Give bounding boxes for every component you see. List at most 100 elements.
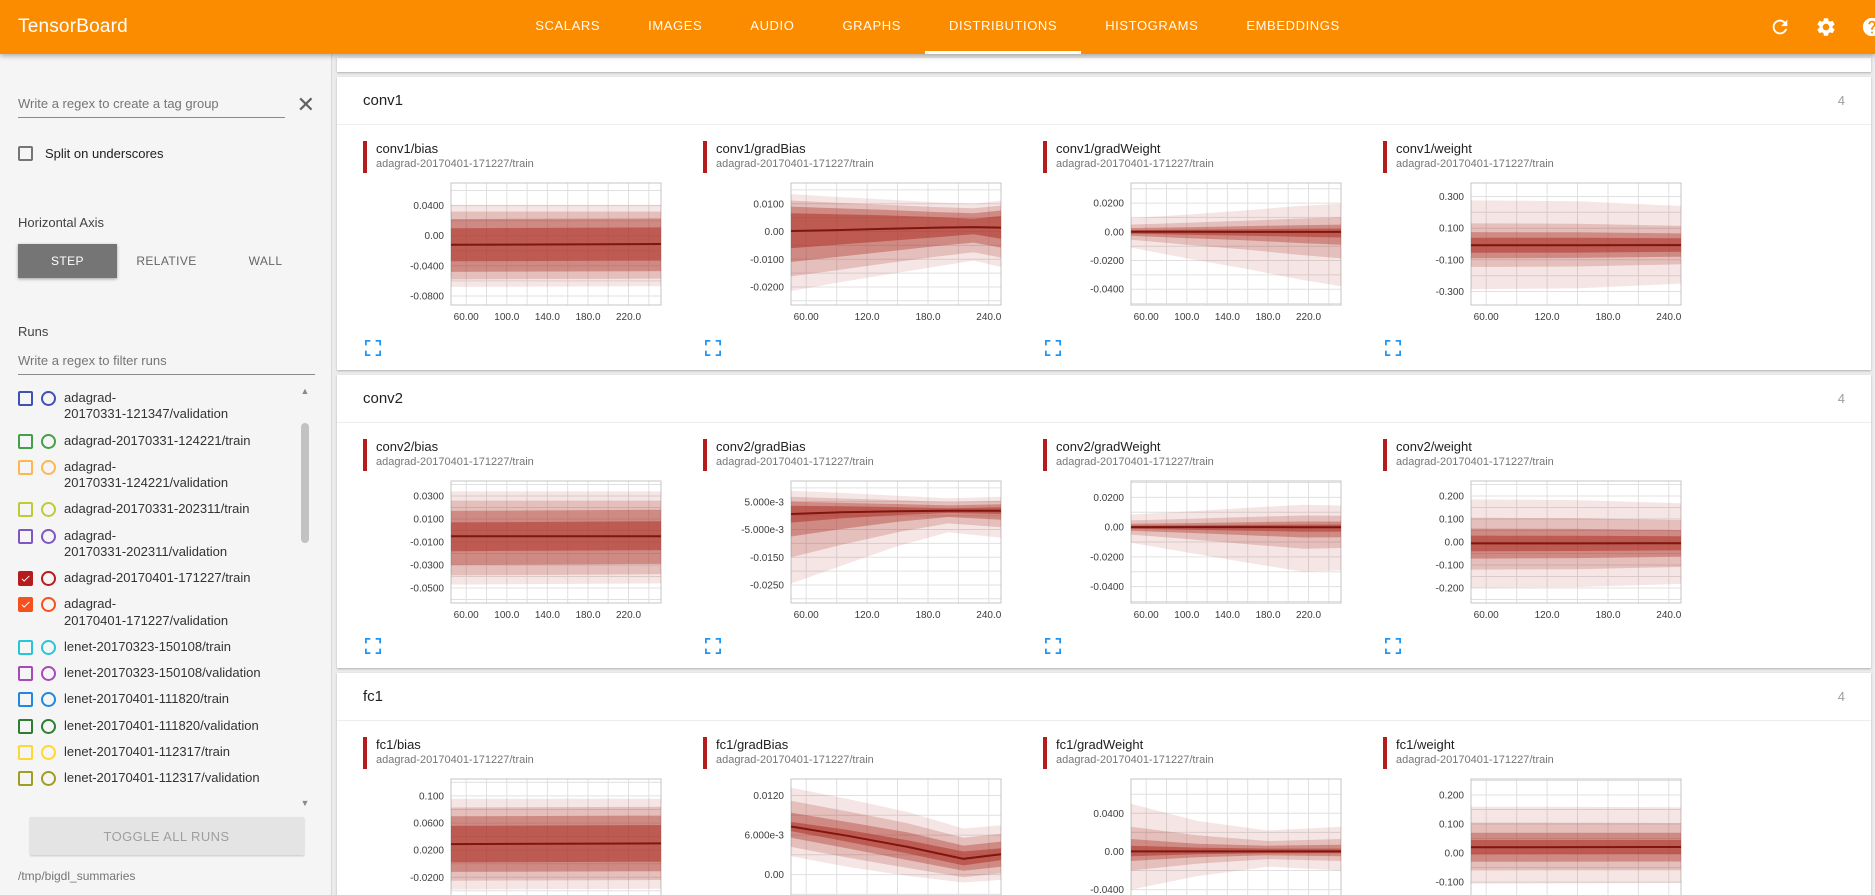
chart-title-block: conv2/weight adagrad-20170401-171227/trai… xyxy=(1383,439,1713,471)
run-radio[interactable] xyxy=(41,528,56,544)
run-checkbox[interactable] xyxy=(18,666,33,681)
run-radio[interactable] xyxy=(41,433,56,449)
chart-title-block: conv1/gradWeight adagrad-20170401-171227/… xyxy=(1043,141,1373,173)
svg-text:0.0400: 0.0400 xyxy=(1093,809,1124,820)
run-radio[interactable] xyxy=(41,597,56,613)
run-row[interactable]: adagrad-20170331-124221/train xyxy=(18,428,289,454)
run-radio[interactable] xyxy=(41,771,56,786)
chart-title-block: fc1/gradBias adagrad-20170401-171227/trai… xyxy=(703,737,1033,769)
run-radio[interactable] xyxy=(41,718,56,734)
distribution-plot[interactable]: 0.0100 0.00 -0.0100 -0.0200 60.00 120.0 180.0 2… xyxy=(703,177,1013,329)
distribution-plot[interactable]: 0.04000.00-0.040060.00100.0140.0180.0220… xyxy=(1043,773,1353,895)
svg-text:220.0: 220.0 xyxy=(1296,610,1321,621)
svg-text:60.00: 60.00 xyxy=(794,312,819,323)
svg-text:0.0400: 0.0400 xyxy=(413,201,444,212)
expand-icon[interactable] xyxy=(1045,638,1063,656)
expand-icon[interactable] xyxy=(1385,340,1403,358)
run-label: lenet-20170401-112317/train xyxy=(64,743,231,759)
svg-text:-0.100: -0.100 xyxy=(1436,561,1465,572)
section-header[interactable]: conv1 4 xyxy=(337,77,1871,125)
axis-mode-wall[interactable]: WALL xyxy=(216,244,315,278)
tab-embeddings[interactable]: EMBEDDINGS xyxy=(1246,18,1340,33)
run-checkbox[interactable] xyxy=(18,528,33,544)
run-checkbox[interactable] xyxy=(18,433,33,449)
run-checkbox[interactable] xyxy=(18,771,33,786)
tab-scalars[interactable]: SCALARS xyxy=(535,18,601,33)
settings-icon[interactable] xyxy=(1815,16,1837,38)
expand-icon[interactable] xyxy=(365,340,383,358)
tab-graphs[interactable]: GRAPHS xyxy=(842,18,901,33)
distribution-plot[interactable]: 5.000e-3 -5.000e-3 -0.0150 -0.0250 60.00 120.… xyxy=(703,475,1013,627)
tab-distributions[interactable]: DISTRIBUTIONS xyxy=(924,0,1082,54)
run-radio[interactable] xyxy=(41,744,56,760)
run-checkbox[interactable] xyxy=(18,597,33,613)
section-header[interactable]: conv2 4 xyxy=(337,375,1871,423)
expand-icon[interactable] xyxy=(1385,638,1403,656)
run-radio[interactable] xyxy=(41,571,56,586)
svg-text:220.0: 220.0 xyxy=(616,610,641,621)
run-checkbox[interactable] xyxy=(18,744,33,760)
run-checkbox[interactable] xyxy=(18,391,33,406)
refresh-icon[interactable] xyxy=(1769,16,1791,38)
run-checkbox[interactable] xyxy=(18,692,33,708)
run-checkbox[interactable] xyxy=(18,718,33,734)
tab-histograms[interactable]: HISTOGRAMS xyxy=(1105,18,1199,33)
scroll-down-icon[interactable]: ▼ xyxy=(300,798,310,808)
toggle-all-runs-button[interactable]: TOGGLE ALL RUNS xyxy=(29,817,304,855)
run-radio[interactable] xyxy=(41,692,56,708)
run-row[interactable]: lenet-20170401-111820/validation xyxy=(18,713,289,739)
expand-icon[interactable] xyxy=(705,340,723,358)
runs-filter-input[interactable] xyxy=(18,347,315,375)
distribution-plot[interactable]: 0.0200 0.00 -0.0200 -0.0400 60.00 100.0 140.0 1… xyxy=(1043,475,1353,627)
svg-text:-0.0800: -0.0800 xyxy=(410,292,444,303)
run-radio[interactable] xyxy=(41,459,56,475)
svg-text:140.0: 140.0 xyxy=(1215,312,1240,323)
run-radio[interactable] xyxy=(41,639,56,655)
run-checkbox[interactable] xyxy=(18,639,33,655)
run-radio[interactable] xyxy=(41,391,56,406)
svg-text:0.200: 0.200 xyxy=(1439,791,1464,802)
distribution-plot[interactable]: 0.200 0.100 0.00 -0.100 -0.200 60.00 120.0 180.… xyxy=(1383,475,1693,627)
tab-images[interactable]: IMAGES xyxy=(648,18,703,33)
run-checkbox[interactable] xyxy=(18,459,33,475)
run-row[interactable]: lenet-20170401-111820/train xyxy=(18,686,289,712)
distribution-plot[interactable]: 0.300 0.100 -0.100 -0.300 60.00 120.0 180.0 240… xyxy=(1383,177,1693,329)
expand-icon[interactable] xyxy=(1045,340,1063,358)
split-underscores-checkbox[interactable] xyxy=(18,146,33,161)
run-row[interactable]: lenet-20170323-150108/train xyxy=(18,634,289,660)
run-label: adagrad-20170331-202311/train xyxy=(64,501,250,517)
distribution-plot[interactable]: 0.0200 0.00 -0.0200 -0.0400 60.00 100.0 140.0 1… xyxy=(1043,177,1353,329)
run-checkbox[interactable] xyxy=(18,502,33,518)
run-row[interactable]: adagrad- 20170331-124221/validation xyxy=(18,454,289,497)
close-icon[interactable]: ✕ xyxy=(296,92,315,117)
expand-icon[interactable] xyxy=(705,638,723,656)
run-row[interactable]: adagrad- 20170331-202311/validation xyxy=(18,523,289,566)
svg-text:240.0: 240.0 xyxy=(1656,610,1681,621)
run-row[interactable]: adagrad-20170331-202311/train xyxy=(18,496,289,522)
section-header[interactable]: fc1 4 xyxy=(337,673,1871,721)
chart-run: adagrad-20170401-171227/train xyxy=(716,158,874,170)
run-row[interactable]: lenet-20170323-150108/validation xyxy=(18,660,289,686)
run-checkbox[interactable] xyxy=(18,571,33,586)
tab-audio[interactable]: AUDIO xyxy=(750,18,795,33)
distribution-plot[interactable]: 0.0300 0.0100 -0.0100 -0.0300 -0.0500 60.00 10… xyxy=(363,475,673,627)
run-radio[interactable] xyxy=(41,666,56,681)
run-row[interactable]: adagrad- 20170401-171227/validation xyxy=(18,591,289,634)
run-row[interactable]: adagrad-20170401-171227/train xyxy=(18,565,289,591)
expand-icon[interactable] xyxy=(365,638,383,656)
tag-filter-input[interactable] xyxy=(18,90,285,118)
distribution-plot[interactable]: 0.1000.06000.0200-0.020060.00100.0140.01… xyxy=(363,773,673,895)
axis-mode-step[interactable]: STEP xyxy=(18,244,117,278)
run-row[interactable]: adagrad- 20170331-121347/validation xyxy=(18,385,289,428)
split-underscores-row[interactable]: Split on underscores xyxy=(18,146,315,161)
run-row[interactable]: lenet-20170401-112317/validation xyxy=(18,765,289,791)
run-radio[interactable] xyxy=(41,502,56,518)
distribution-plot[interactable]: 0.0400 0.00 -0.0400 -0.0800 60.00 100.0 140.0 1… xyxy=(363,177,673,329)
scroll-up-icon[interactable]: ▲ xyxy=(300,386,310,396)
help-icon[interactable] xyxy=(1861,16,1875,38)
scrollbar-thumb[interactable] xyxy=(301,423,309,543)
axis-mode-relative[interactable]: RELATIVE xyxy=(117,244,216,278)
run-row[interactable]: lenet-20170401-112317/train xyxy=(18,739,289,765)
